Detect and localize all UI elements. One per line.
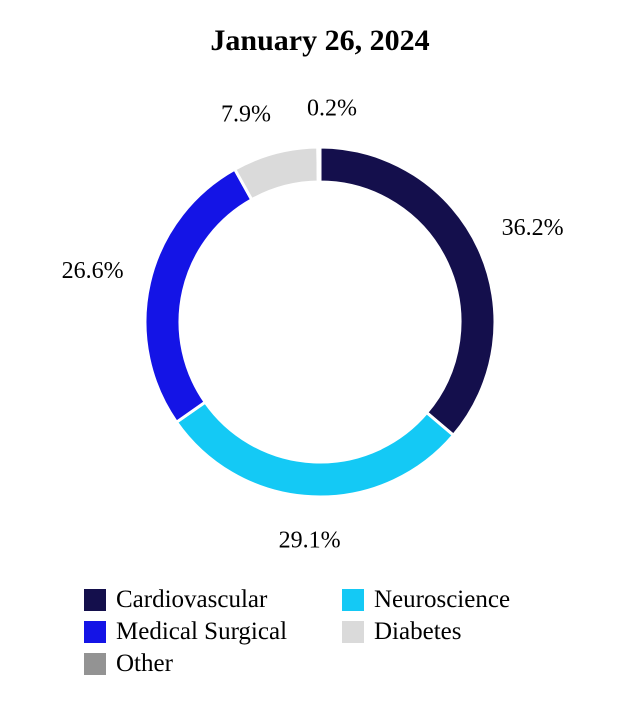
slice-label-medical-surgical: 26.6% [62, 258, 124, 284]
slice-medical-surgical [143, 167, 254, 424]
legend-item-neuroscience: Neuroscience [342, 586, 554, 613]
legend-swatch-neuroscience [342, 588, 364, 611]
legend-item-medical-surgical: Medical Surgical [84, 618, 342, 645]
legend-label-medical-surgical: Medical Surgical [116, 618, 288, 645]
slice-label-cardiovascular: 36.2% [502, 215, 564, 241]
legend-label-neuroscience: Neuroscience [374, 586, 511, 613]
slice-neuroscience [175, 400, 455, 499]
slice-label-neuroscience: 29.1% [279, 527, 341, 553]
legend-item-diabetes: Diabetes [342, 618, 554, 645]
legend: Cardiovascular Neuroscience Medical Surg… [84, 586, 554, 677]
slice-label-other: 0.2% [307, 96, 357, 122]
legend-swatch-other [84, 652, 106, 675]
legend-swatch-medical-surgical [84, 620, 106, 643]
donut-chart: 36.2% 29.1% 26.6% 7.9% 0.2% [62, 96, 564, 554]
chart-title: January 26, 2024 [210, 24, 430, 57]
legend-item-cardiovascular: Cardiovascular [84, 586, 342, 613]
legend-swatch-cardiovascular [84, 588, 106, 611]
legend-label-cardiovascular: Cardiovascular [116, 586, 268, 613]
slice-cardiovascular [318, 145, 497, 437]
slice-other [316, 145, 322, 184]
legend-item-other: Other [84, 650, 342, 677]
slice-label-diabetes: 7.9% [221, 102, 271, 128]
slice-diabetes [233, 145, 320, 202]
legend-label-diabetes: Diabetes [374, 618, 462, 645]
legend-label-other: Other [116, 650, 173, 677]
legend-swatch-diabetes [342, 620, 364, 643]
